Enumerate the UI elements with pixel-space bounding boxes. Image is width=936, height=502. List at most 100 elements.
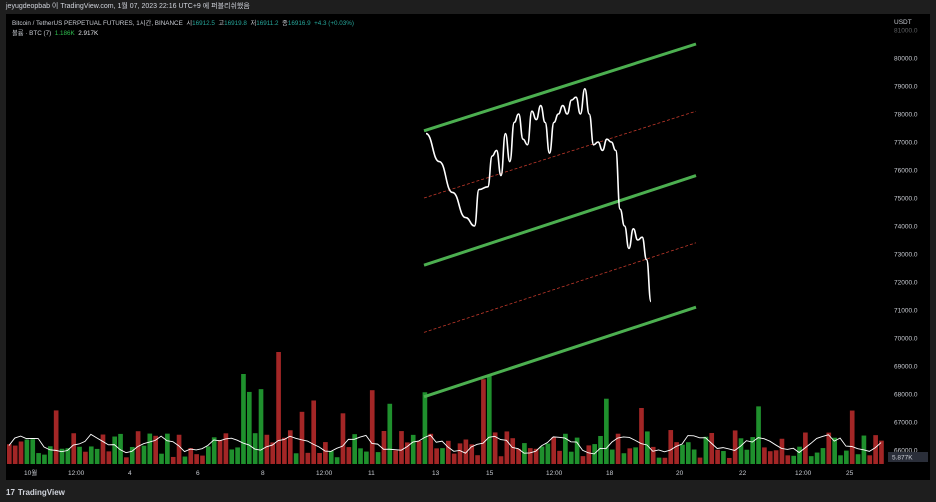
volume-bar xyxy=(153,435,158,464)
volume-bar xyxy=(106,451,112,464)
y-tick-label: 73000.0 xyxy=(894,252,918,259)
change-value: +4.3 (+0.03%) xyxy=(314,20,354,27)
volume-bar xyxy=(282,437,287,464)
publisher-line: jeyugdeopbab 이 TradingView.com, 1월 07, 2… xyxy=(6,3,250,10)
volume-bar xyxy=(668,430,674,464)
volume-bar xyxy=(879,440,884,464)
volume-bar xyxy=(223,433,229,464)
x-tick-label: 25 xyxy=(846,470,854,477)
volume-bar xyxy=(732,430,738,464)
volume-bar xyxy=(358,448,363,464)
volume-bar xyxy=(685,442,691,464)
volume-bar xyxy=(405,442,410,464)
volume-bar xyxy=(826,432,832,464)
volume-bar xyxy=(527,448,533,464)
volume-bar xyxy=(615,433,621,464)
low-label: 저 xyxy=(250,20,257,27)
publisher-bar: jeyugdeopbab 이 TradingView.com, 1월 07, 2… xyxy=(0,0,936,14)
volume-bar xyxy=(252,433,258,464)
open-value: 16912.5 xyxy=(192,20,215,27)
volume-bar xyxy=(779,438,785,464)
volume-bar xyxy=(59,448,65,464)
volume-bar xyxy=(206,446,211,464)
volume-bar xyxy=(744,449,750,464)
volume-bar xyxy=(838,455,843,464)
volume-bar xyxy=(756,406,761,464)
x-tick-label: 12:00 xyxy=(546,470,563,477)
volume-bar xyxy=(738,438,744,464)
volume-bar xyxy=(492,432,498,464)
volume-bar xyxy=(88,446,94,464)
channel-trend-line xyxy=(423,174,697,267)
high-label: 고 xyxy=(218,20,225,27)
volume-bar xyxy=(311,400,317,464)
volume-bar xyxy=(42,454,47,464)
volume-bar xyxy=(340,413,346,464)
chart-legend: Bitcoin / TetherUS PERPETUAL FUTURES, 1시… xyxy=(12,19,354,39)
volume-bar xyxy=(797,446,802,464)
volume-bar xyxy=(200,455,205,464)
volume-bar xyxy=(674,442,679,464)
y-tick-label: 81000.0 xyxy=(894,28,918,35)
volume-bar xyxy=(604,398,609,464)
volume-bar xyxy=(211,437,217,464)
volume-bar xyxy=(129,446,135,464)
chart-canvas[interactable]: USDT 81000.0 80000.0 79000.0 78000.0 77000.0 7… xyxy=(6,14,930,480)
volume-bar xyxy=(873,435,878,464)
volume-bar xyxy=(645,431,650,464)
volume-bar xyxy=(721,451,726,464)
volume-bar xyxy=(299,411,305,464)
close-label: 종 xyxy=(282,20,288,27)
volume-ma-value: 2.917K xyxy=(78,30,99,37)
y-tick-label: 74000.0 xyxy=(894,224,918,231)
y-tick-label: 66000.0 xyxy=(894,448,918,455)
volume-bar xyxy=(334,457,340,464)
volume-bar xyxy=(568,451,574,464)
y-tick-label: 70000.0 xyxy=(894,336,918,343)
channel-dashed-line xyxy=(423,110,697,199)
symbol-title[interactable]: Bitcoin / TetherUS PERPETUAL FUTURES, 1시… xyxy=(12,20,183,27)
y-tick-label: 69000.0 xyxy=(894,364,918,371)
y-tick-label: 72000.0 xyxy=(894,280,918,287)
x-tick-label: 18 xyxy=(606,470,614,477)
channel-trend-line xyxy=(423,305,697,399)
volume-ma-line xyxy=(8,433,882,455)
volume-bar xyxy=(36,453,41,464)
volume-bar xyxy=(258,389,264,464)
volume-bar xyxy=(440,448,445,464)
volume-bar xyxy=(697,457,703,464)
volume-bar xyxy=(229,449,235,464)
volume-bar xyxy=(486,375,492,464)
volume-bar xyxy=(867,455,873,464)
volume-bar xyxy=(516,448,521,464)
volume-bar xyxy=(30,439,36,464)
volume-bar xyxy=(182,456,188,464)
volume-bar xyxy=(305,452,311,464)
volume-bar xyxy=(627,448,633,464)
y-tick-label: 78000.0 xyxy=(894,112,918,119)
tradingview-brand: TradingView xyxy=(17,488,65,497)
volume-bar xyxy=(364,451,369,464)
volume-label[interactable]: 볼륨 · BTC (7) xyxy=(12,30,52,37)
price-line xyxy=(425,87,652,303)
volume-bar xyxy=(94,448,100,464)
volume-bar xyxy=(726,457,732,464)
volume-bar xyxy=(680,444,685,464)
x-tick-label: 15 xyxy=(486,470,494,477)
volume-bar xyxy=(785,455,791,464)
volume-bar xyxy=(375,452,381,464)
volume-bar xyxy=(844,450,849,464)
volume-bar xyxy=(12,445,18,464)
volume-bar xyxy=(47,446,53,464)
volume-bar xyxy=(551,437,557,464)
open-label: 시 xyxy=(186,20,193,27)
volume-bar xyxy=(539,446,545,464)
tradingview-mark-icon: 17 xyxy=(6,488,15,497)
volume-bar xyxy=(112,436,118,464)
volume-bar xyxy=(715,449,720,464)
chart-area[interactable]: USDT 81000.0 80000.0 79000.0 78000.0 77000.0 7… xyxy=(6,14,930,480)
tradingview-logo[interactable]: 17 TradingView xyxy=(6,488,65,497)
volume-bar xyxy=(7,444,12,464)
volume-bar xyxy=(323,442,328,464)
